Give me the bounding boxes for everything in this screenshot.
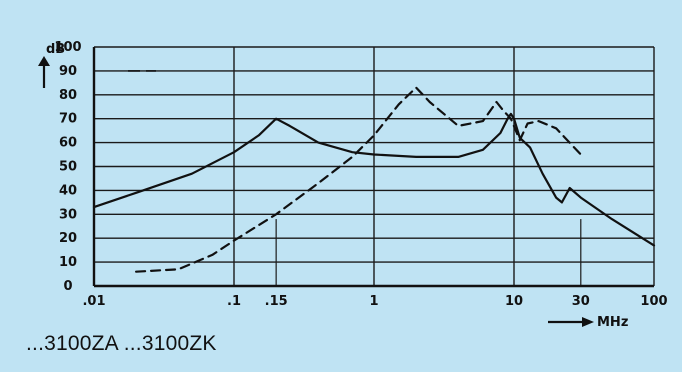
y-tick-label: 70 <box>59 112 77 127</box>
y-axis-label: dB <box>46 42 65 57</box>
x-tick-label: .1 <box>227 294 241 309</box>
y-axis-arrow-head <box>38 56 50 66</box>
y-tick-label: 90 <box>59 64 77 79</box>
chart-grid <box>94 46 655 286</box>
y-tick-label: 100 <box>54 40 81 55</box>
y-tick-label: 60 <box>59 136 77 151</box>
y-tick-label: 80 <box>59 88 77 103</box>
chart-axes <box>92 47 654 288</box>
axis-labels: dB MHz <box>38 42 628 330</box>
tick-labels: 0 10 20 30 40 50 60 70 80 90 100 .01 .1 .15 1 10 30 100 <box>54 40 667 309</box>
data-series <box>92 86 656 273</box>
solid-curve <box>92 112 656 247</box>
x-tick-label: 100 <box>640 294 667 309</box>
x-tick-label: 1 <box>369 294 378 309</box>
y-tick-label: 50 <box>59 160 77 175</box>
y-tick-label: 20 <box>59 231 77 246</box>
x-tick-label: 30 <box>572 294 590 309</box>
y-tick-label: 0 <box>63 279 72 294</box>
y-tick-label: 30 <box>59 207 77 222</box>
x-axis-label: MHz <box>597 315 628 330</box>
x-tick-label: 10 <box>505 294 523 309</box>
y-tick-label: 40 <box>59 183 77 198</box>
dashed-curve <box>135 86 582 273</box>
chart-caption: ...3100ZA ...3100ZK <box>26 332 217 355</box>
x-tick-label: .15 <box>265 294 288 309</box>
x-axis-arrow-head <box>582 317 594 327</box>
y-tick-label: 10 <box>59 255 77 270</box>
x-tick-label: .01 <box>82 294 105 309</box>
